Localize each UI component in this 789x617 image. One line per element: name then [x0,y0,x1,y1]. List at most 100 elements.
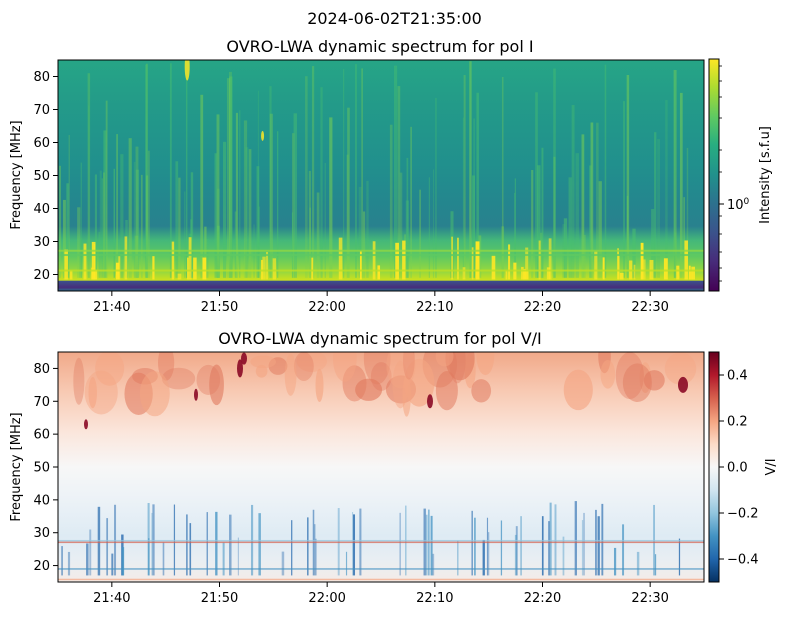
burst-stripe [419,189,421,278]
panel1-y-axis: 20 30 40 50 60 70 80 [33,70,58,283]
burst-spot [261,130,265,141]
positive-v-patch [622,363,652,402]
burst-stripe [531,169,534,278]
burst-stripe [234,211,237,278]
x-tick-label: 22:30 [631,591,668,606]
burst-stripe [128,138,132,278]
burst-stripe-bright [642,259,646,280]
strong-v-spot [427,394,433,409]
negative-v-stripe [457,540,459,576]
burst-stripe [59,165,61,278]
negative-v-stripe [258,513,261,576]
x-tick-label: 21:40 [93,591,130,606]
negative-v-stripe [541,516,544,576]
burst-stripe [147,150,150,278]
burst-stripe [223,141,227,278]
x-tick-label: 22:20 [524,300,561,315]
burst-stripe-bright [684,240,688,280]
y-tick-label: 20 [33,559,50,574]
burst-stripe [178,177,181,278]
panel2-colorbar-ticks: 0.4 0.2 0.0 −0.2 −0.4 [719,369,759,568]
panel2-colorbar-label: V/I [764,458,779,475]
burst-stripe [116,134,118,278]
burst-stripe-bright [475,241,480,280]
positive-v-patch [404,358,435,407]
negative-v-stripe [206,512,208,576]
burst-stripe-bright [633,264,636,280]
burst-stripe [120,154,124,278]
negative-v-stripe [549,502,552,576]
burst-stripe [405,200,410,278]
burst-stripe-bright [457,237,459,280]
positive-v-patch [333,352,357,382]
burst-stripe [347,107,350,278]
burst-stripe [596,122,599,278]
burst-stripe [651,209,655,278]
burst-stripe [406,157,409,278]
rfi-band [58,249,704,252]
burst-stripe [146,63,148,278]
burst-stripe [94,174,98,278]
burst-stripe [362,211,366,278]
burst-stripe [598,181,602,278]
burst-stripe [673,79,676,278]
negative-v-stripe [601,503,604,576]
y-tick-label: 40 [33,493,50,508]
burst-stripe [563,218,568,278]
strong-v-spot [241,352,247,365]
positive-v-patch [355,378,383,401]
positive-v-patch [293,352,314,381]
strong-v-spot [678,376,688,393]
burst-stripe [103,172,105,278]
burst-stripe [654,132,657,278]
negative-v-stripe [488,532,490,576]
burst-stripe [248,149,252,278]
burst-stripe [343,69,345,278]
positive-v-patch [209,364,224,406]
burst-stripe [358,186,362,278]
burst-stripe [397,86,401,278]
burst-stripe [501,226,505,278]
burst-stripe-bright [546,267,551,280]
burst-stripe [571,105,575,278]
negative-v-stripe [482,539,485,576]
burst-stripe-bright [193,257,197,280]
negative-v-stripe [597,516,600,576]
burst-stripe [140,174,143,278]
positive-v-patch [563,369,593,411]
cb2-tick-label: 0.0 [727,461,748,476]
burst-stripe [145,175,149,278]
burst-stripe [269,86,272,278]
panel1-colorbar-tick-label: 100 [727,197,750,213]
burst-stripe [214,153,218,278]
positive-v-patch [392,360,409,409]
negative-v-stripe [189,523,192,576]
burst-stripe [66,183,69,278]
burst-stripe-bright [152,256,155,280]
panel1-colorbar-minor-ticks [719,65,722,282]
negative-v-stripe [148,538,150,576]
burst-stripe [535,92,538,278]
y-tick-label: 60 [33,136,50,151]
v-band-line [58,568,704,570]
burst-stripe-bright [525,247,529,280]
negative-v-stripe [399,512,401,576]
positive-v-patch [403,352,415,380]
burst-stripe [514,178,516,278]
positive-v-patch [363,352,391,385]
positive-v-patch [386,352,416,389]
burst-stripe-bright [91,241,96,280]
burst-stripe [435,97,437,278]
panel2-title: OVRO-LWA dynamic spectrum for pol V/I [218,329,542,348]
burst-stripe [309,207,312,278]
burst-stripe [346,154,349,278]
positive-v-patch [445,352,475,381]
negative-v-stripe [281,551,285,576]
panel1-colorbar-label: Intensity [s.f.u] [758,126,773,224]
burst-stripe [463,75,466,278]
negative-v-stripe [307,517,309,576]
burst-stripe [575,153,579,278]
burst-stripe [473,118,475,278]
burst-stripe [329,117,333,278]
rfi-band [58,254,704,257]
